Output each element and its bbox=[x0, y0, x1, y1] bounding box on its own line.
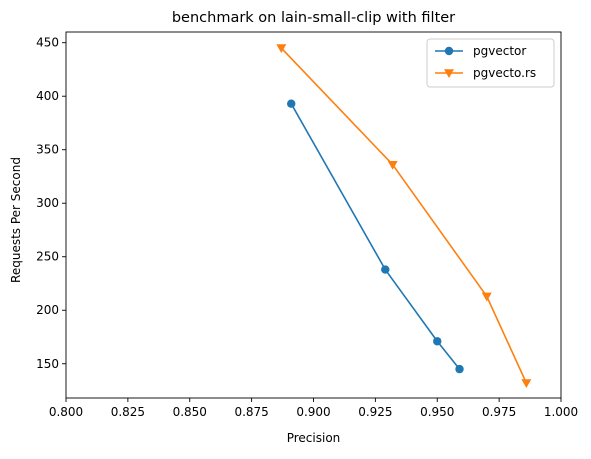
data-point-0-0 bbox=[287, 99, 296, 108]
legend: pgvector pgvecto.rs bbox=[426, 38, 555, 88]
x-tick-label: 1.000 bbox=[544, 405, 578, 419]
chart-title: benchmark on lain-small-clip with filter bbox=[172, 10, 455, 26]
y-tick-label: 250 bbox=[36, 250, 59, 264]
y-tick-label: 300 bbox=[36, 196, 59, 210]
y-axis-label: Requests Per Second bbox=[9, 157, 23, 283]
series-line-1 bbox=[280, 47, 528, 384]
y-tick-label: 450 bbox=[36, 36, 59, 50]
x-tick-label: 0.875 bbox=[234, 405, 268, 419]
data-point-0-2 bbox=[433, 337, 442, 346]
y-tick-label: 150 bbox=[36, 357, 59, 371]
data-point-0-3 bbox=[455, 364, 464, 374]
series-line-0 bbox=[290, 103, 461, 370]
legend-label-0: pgvector bbox=[473, 44, 526, 58]
x-tick-label: 0.925 bbox=[358, 405, 392, 419]
x-axis-label: Precision bbox=[287, 431, 341, 445]
x-tick-label: 0.900 bbox=[296, 405, 330, 419]
x-tick-label: 0.950 bbox=[420, 405, 454, 419]
data-point-1-1 bbox=[387, 160, 398, 170]
axes: 0.800 0.825 0.850 0.875 0.900 0.925 0.950 0.975… bbox=[36, 31, 578, 419]
data-point-1-0 bbox=[276, 44, 287, 54]
y-tick-label: 350 bbox=[36, 143, 59, 157]
y-tick-label: 200 bbox=[36, 303, 59, 317]
x-tick-label: 0.850 bbox=[173, 405, 207, 419]
y-tick-label: 400 bbox=[36, 89, 59, 103]
legend-marker-1 bbox=[444, 69, 454, 78]
legend-label-1: pgvecto.rs bbox=[473, 66, 536, 80]
x-tick-label: 0.975 bbox=[482, 405, 516, 419]
data-point-0-1 bbox=[381, 265, 390, 274]
plot-area bbox=[276, 44, 532, 389]
legend-marker-0 bbox=[444, 46, 454, 56]
data-point-1-3 bbox=[521, 379, 532, 389]
data-point-1-2 bbox=[481, 292, 492, 302]
x-tick-label: 0.800 bbox=[49, 405, 83, 419]
x-tick-label: 0.825 bbox=[111, 405, 145, 419]
